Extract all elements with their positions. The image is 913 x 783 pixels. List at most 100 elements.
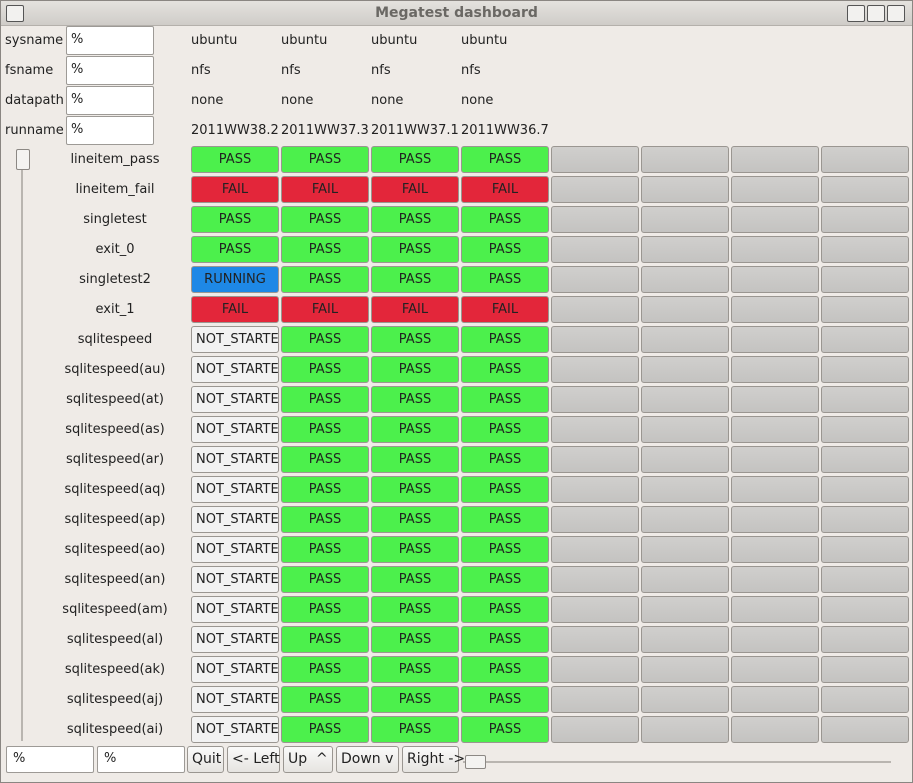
- empty-cell[interactable]: [641, 416, 729, 443]
- nav-button[interactable]: <- Left: [227, 746, 280, 773]
- empty-cell[interactable]: [821, 656, 909, 683]
- status-cell[interactable]: PASS: [371, 206, 459, 233]
- empty-cell[interactable]: [731, 266, 819, 293]
- empty-cell[interactable]: [731, 716, 819, 743]
- empty-cell[interactable]: [731, 536, 819, 563]
- empty-cell[interactable]: [821, 266, 909, 293]
- status-cell[interactable]: FAIL: [371, 296, 459, 323]
- status-cell[interactable]: FAIL: [191, 296, 279, 323]
- status-cell[interactable]: NOT_STARTE: [191, 656, 279, 683]
- nav-button[interactable]: Quit: [187, 746, 224, 773]
- empty-cell[interactable]: [821, 446, 909, 473]
- empty-cell[interactable]: [731, 686, 819, 713]
- status-cell[interactable]: PASS: [371, 536, 459, 563]
- empty-cell[interactable]: [551, 236, 639, 263]
- empty-cell[interactable]: [641, 176, 729, 203]
- status-cell[interactable]: NOT_STARTE: [191, 476, 279, 503]
- status-cell[interactable]: PASS: [281, 536, 369, 563]
- empty-cell[interactable]: [641, 476, 729, 503]
- status-cell[interactable]: NOT_STARTE: [191, 446, 279, 473]
- empty-cell[interactable]: [641, 266, 729, 293]
- empty-cell[interactable]: [821, 566, 909, 593]
- filter-input[interactable]: %: [66, 26, 154, 55]
- status-cell[interactable]: FAIL: [191, 176, 279, 203]
- status-cell[interactable]: PASS: [281, 266, 369, 293]
- empty-cell[interactable]: [821, 626, 909, 653]
- window-menu-icon[interactable]: [6, 5, 24, 22]
- empty-cell[interactable]: [551, 476, 639, 503]
- status-cell[interactable]: PASS: [461, 446, 549, 473]
- status-cell[interactable]: PASS: [461, 146, 549, 173]
- empty-cell[interactable]: [821, 146, 909, 173]
- status-cell[interactable]: PASS: [281, 506, 369, 533]
- status-cell[interactable]: PASS: [281, 146, 369, 173]
- empty-cell[interactable]: [551, 686, 639, 713]
- status-cell[interactable]: PASS: [191, 146, 279, 173]
- empty-cell[interactable]: [551, 506, 639, 533]
- empty-cell[interactable]: [551, 626, 639, 653]
- empty-cell[interactable]: [821, 596, 909, 623]
- empty-cell[interactable]: [641, 506, 729, 533]
- empty-cell[interactable]: [551, 416, 639, 443]
- empty-cell[interactable]: [551, 176, 639, 203]
- status-cell[interactable]: PASS: [461, 266, 549, 293]
- empty-cell[interactable]: [641, 206, 729, 233]
- empty-cell[interactable]: [551, 716, 639, 743]
- minimize-button[interactable]: [847, 5, 865, 22]
- empty-cell[interactable]: [641, 356, 729, 383]
- status-cell[interactable]: PASS: [371, 476, 459, 503]
- status-cell[interactable]: PASS: [281, 206, 369, 233]
- status-cell[interactable]: NOT_STARTE: [191, 716, 279, 743]
- empty-cell[interactable]: [551, 386, 639, 413]
- empty-cell[interactable]: [731, 326, 819, 353]
- empty-cell[interactable]: [821, 536, 909, 563]
- empty-cell[interactable]: [731, 656, 819, 683]
- status-cell[interactable]: PASS: [191, 236, 279, 263]
- status-cell[interactable]: PASS: [461, 626, 549, 653]
- empty-cell[interactable]: [551, 656, 639, 683]
- filter-input[interactable]: %: [66, 86, 154, 115]
- empty-cell[interactable]: [821, 176, 909, 203]
- empty-cell[interactable]: [551, 446, 639, 473]
- empty-cell[interactable]: [821, 236, 909, 263]
- empty-cell[interactable]: [551, 296, 639, 323]
- empty-cell[interactable]: [641, 596, 729, 623]
- status-cell[interactable]: PASS: [281, 356, 369, 383]
- filter-input[interactable]: %: [66, 56, 154, 85]
- empty-cell[interactable]: [551, 146, 639, 173]
- status-cell[interactable]: NOT_STARTE: [191, 356, 279, 383]
- status-cell[interactable]: PASS: [461, 566, 549, 593]
- status-cell[interactable]: NOT_STARTE: [191, 626, 279, 653]
- status-cell[interactable]: PASS: [371, 146, 459, 173]
- status-cell[interactable]: PASS: [461, 476, 549, 503]
- empty-cell[interactable]: [641, 716, 729, 743]
- status-cell[interactable]: PASS: [461, 506, 549, 533]
- empty-cell[interactable]: [641, 236, 729, 263]
- status-cell[interactable]: RUNNING: [191, 266, 279, 293]
- status-cell[interactable]: PASS: [281, 716, 369, 743]
- status-cell[interactable]: PASS: [281, 626, 369, 653]
- status-cell[interactable]: FAIL: [281, 176, 369, 203]
- empty-cell[interactable]: [821, 476, 909, 503]
- empty-cell[interactable]: [821, 326, 909, 353]
- empty-cell[interactable]: [731, 356, 819, 383]
- horizontal-slider-thumb[interactable]: [465, 755, 486, 769]
- empty-cell[interactable]: [731, 506, 819, 533]
- empty-cell[interactable]: [641, 626, 729, 653]
- footer-input[interactable]: %: [97, 746, 185, 773]
- status-cell[interactable]: PASS: [461, 596, 549, 623]
- status-cell[interactable]: PASS: [371, 626, 459, 653]
- empty-cell[interactable]: [551, 266, 639, 293]
- empty-cell[interactable]: [821, 206, 909, 233]
- empty-cell[interactable]: [551, 326, 639, 353]
- empty-cell[interactable]: [821, 686, 909, 713]
- maximize-button[interactable]: [867, 5, 885, 22]
- empty-cell[interactable]: [641, 146, 729, 173]
- empty-cell[interactable]: [731, 386, 819, 413]
- status-cell[interactable]: FAIL: [461, 296, 549, 323]
- status-cell[interactable]: PASS: [461, 236, 549, 263]
- empty-cell[interactable]: [551, 356, 639, 383]
- status-cell[interactable]: PASS: [461, 416, 549, 443]
- status-cell[interactable]: PASS: [281, 386, 369, 413]
- status-cell[interactable]: PASS: [371, 566, 459, 593]
